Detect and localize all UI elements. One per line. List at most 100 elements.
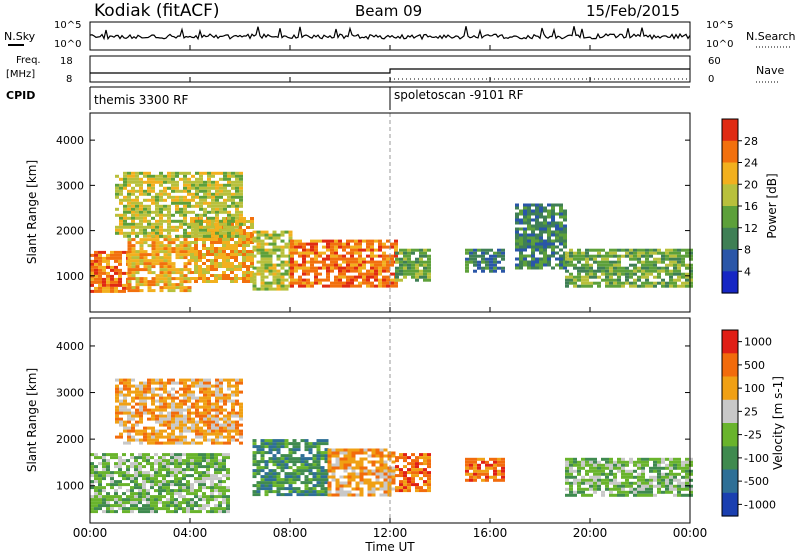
data-cell [139,210,143,214]
data-cell [239,186,243,190]
data-cell [657,475,661,479]
data-cell [114,283,118,287]
data-cell [613,493,617,497]
data-cell [677,490,681,494]
data-cell [573,281,577,285]
data-cell [98,274,102,278]
data-cell [661,478,665,482]
data-cell [222,489,226,493]
data-cell [362,266,366,270]
data-cell [423,456,427,460]
data-cell [427,474,431,478]
data-cell [661,490,665,494]
data-cell [515,206,519,210]
data-cell [577,490,581,494]
data-cell [222,498,226,502]
data-cell [179,417,183,421]
data-cell [272,490,277,494]
data-cell [342,269,346,273]
data-cell [135,201,139,205]
data-cell [407,248,411,252]
data-cell [171,213,175,217]
data-cell [187,408,191,412]
data-cell [276,463,281,467]
data-cell [159,183,163,187]
data-cell [641,460,645,464]
data-cell [330,263,334,267]
data-cell [227,180,231,184]
data-cell [334,260,338,264]
data-cell [203,423,207,427]
data-cell [198,480,202,484]
data-cell [239,216,243,220]
data-cell [159,289,164,293]
data-cell [195,381,199,385]
velocity-ylabel: Slant Range [km] [25,368,39,472]
data-cell [135,402,139,406]
data-cell [535,212,539,216]
data-cell [527,236,531,240]
data-cell [383,454,388,458]
data-cell [383,493,388,497]
data-cell [159,435,163,439]
data-cell [427,480,431,484]
data-cell [134,504,138,508]
data-cell [162,459,166,463]
data-cell [170,471,174,475]
data-cell [195,396,199,400]
data-cell [272,439,277,443]
data-cell [210,456,214,460]
data-cell [394,284,398,288]
data-cell [252,460,257,464]
data-cell [207,231,211,235]
data-cell [547,236,551,240]
data-cell [235,195,239,199]
data-cell [231,399,235,403]
data-cell [569,463,573,467]
data-cell [190,483,194,487]
data-cell [657,490,661,494]
data-cell [331,472,336,476]
data-cell [689,263,693,267]
data-cell [167,268,172,272]
data-cell [515,236,519,240]
data-cell [386,284,390,288]
data-cell [110,268,114,272]
data-cell [94,501,98,505]
data-cell [167,283,172,287]
data-cell [302,266,306,270]
data-cell [215,195,219,199]
data-cell [147,204,151,208]
data-cell [90,274,94,278]
data-cell [415,459,419,463]
data-cell [123,216,127,220]
data-cell [605,278,609,282]
data-cell [175,244,180,248]
data-cell [158,456,162,460]
data-cell [585,251,589,255]
data-cell [226,498,230,502]
data-cell [130,501,134,505]
data-cell [167,277,172,281]
data-cell [601,472,605,476]
data-cell [276,263,281,267]
data-cell [238,241,242,244]
data-cell [354,278,358,282]
data-cell [110,280,114,284]
data-cell [589,263,593,267]
data-cell [383,481,388,485]
data-cell [110,277,114,281]
data-cell [330,260,334,264]
data-cell [633,269,637,273]
data-cell [239,417,243,421]
data-cell [151,256,156,260]
data-cell [531,257,535,261]
data-cell [119,177,123,181]
data-cell [206,498,210,502]
data-cell [272,275,277,279]
data-cell [354,269,358,273]
data-cell [154,510,158,514]
data-cell [194,256,198,259]
data-cell [239,183,243,187]
data-cell [207,228,211,232]
